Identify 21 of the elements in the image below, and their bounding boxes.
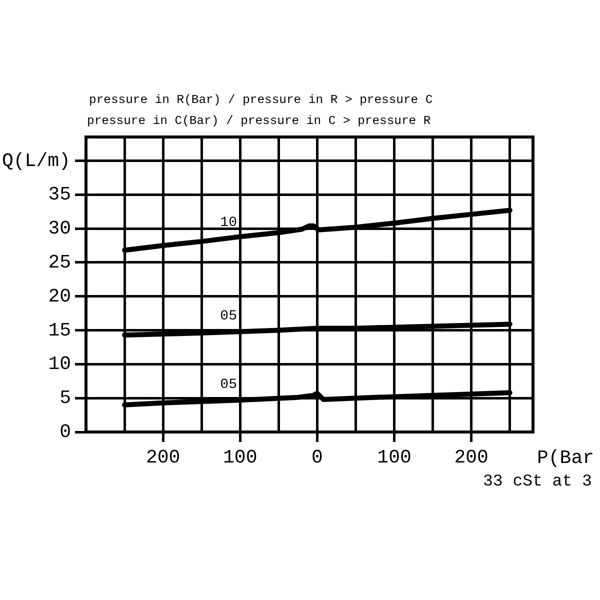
x-tick-label: 200 [454, 446, 488, 468]
y-tick-label: 0 [60, 421, 71, 444]
y-tick-label: 20 [48, 285, 71, 308]
y-tick-label: 25 [48, 251, 71, 274]
x-axis-title: P(Bar [537, 447, 594, 470]
y-tick-label: 5 [60, 387, 71, 410]
x-tick-label: 100 [377, 446, 412, 468]
y-tick-label: 30 [48, 218, 71, 240]
x-tick-label: 0 [312, 446, 323, 468]
y-tick-label: 35 [48, 184, 71, 206]
x-tick-label: 100 [223, 446, 258, 468]
chart-title: pressure in R(Bar) / pressure in R > pressure C [89, 93, 433, 108]
chart-subtitle: pressure in C(Bar) / pressure in C > pressure R [87, 114, 431, 128]
series-label: 05 [220, 308, 237, 325]
series-label: 05 [220, 377, 237, 394]
y-tick-label: 10 [48, 353, 71, 376]
y-axis-title: Q(L/m) [2, 150, 70, 172]
y-tick-label: 15 [48, 319, 71, 342]
series-label: 10 [220, 214, 237, 231]
text: 33 cSt at 3 [483, 471, 592, 490]
x-tick-label: 200 [146, 446, 180, 468]
